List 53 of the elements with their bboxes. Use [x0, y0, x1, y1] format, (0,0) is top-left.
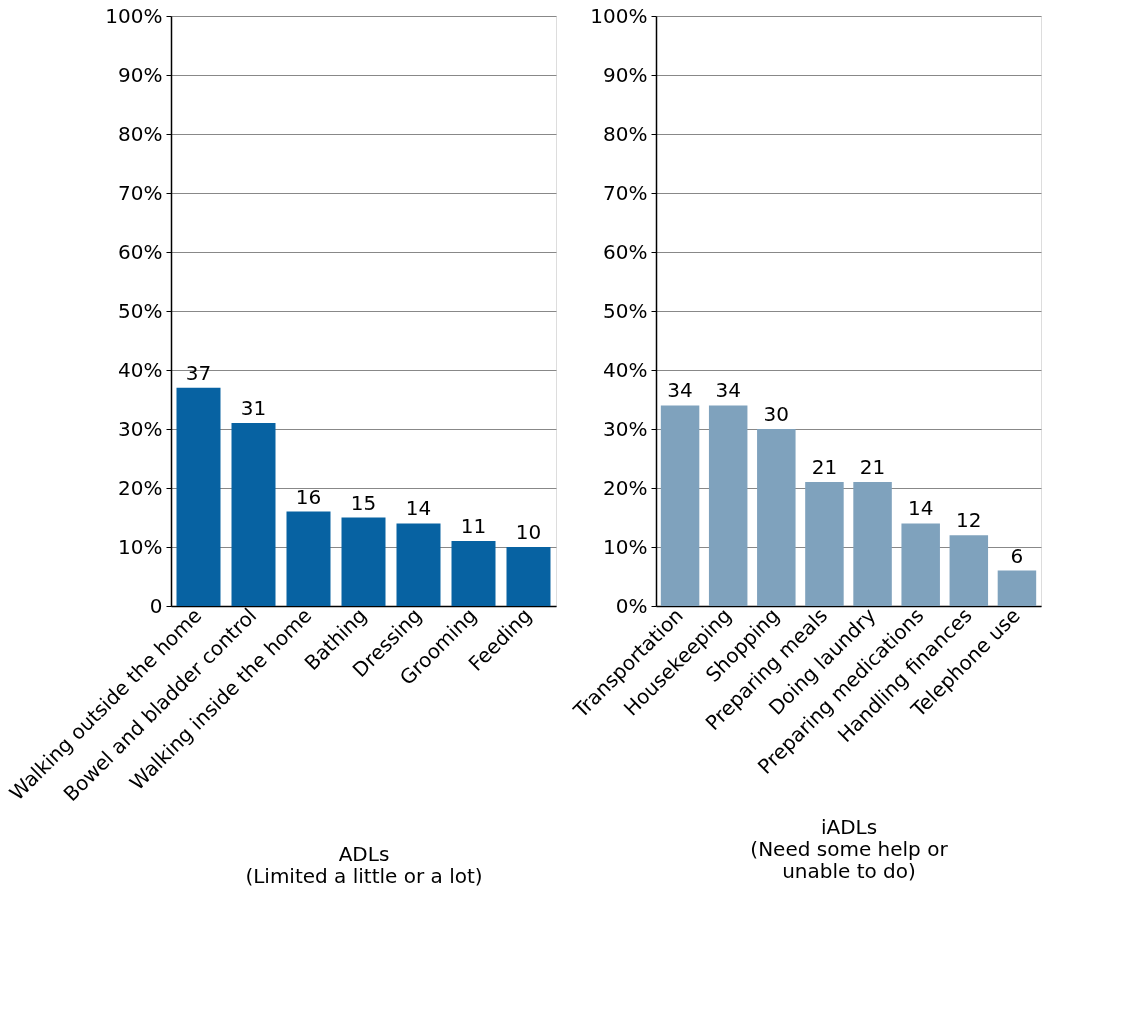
data-label: 14 [405, 496, 432, 521]
data-label: 6 [1010, 543, 1024, 568]
y-tick-label: 70% [118, 180, 163, 205]
bar [853, 482, 892, 606]
y-tick-label: 10% [118, 534, 163, 559]
data-label: 21 [811, 455, 838, 480]
data-label: 15 [350, 490, 377, 515]
bar [660, 405, 700, 606]
bar [396, 523, 441, 606]
y-tick-label: 40% [118, 357, 163, 382]
data-label: 30 [763, 402, 790, 426]
y-tick-label: 80% [603, 121, 648, 146]
bar [805, 482, 844, 606]
bar [949, 535, 989, 606]
bar [757, 429, 796, 606]
y-tick-label: 10% [603, 534, 648, 559]
data-label: 21 [859, 455, 886, 480]
x-axis-title: iADLs (Need some help or unable to do) [750, 815, 949, 884]
bar [286, 511, 331, 606]
data-label: 31 [240, 396, 267, 421]
bar [901, 523, 940, 606]
y-tick-label: 50% [603, 298, 648, 323]
data-label: 10 [515, 520, 542, 544]
data-label: 12 [956, 508, 982, 533]
bar [708, 405, 748, 606]
bar [997, 570, 1037, 606]
y-tick-label: 20% [118, 475, 163, 500]
y-tick-label: 30% [603, 416, 648, 441]
data-label: 16 [295, 484, 322, 509]
bar [451, 541, 496, 606]
data-label: 11 [460, 514, 487, 539]
bar [231, 423, 276, 606]
data-label: 34 [715, 378, 741, 403]
data-label: 37 [185, 360, 212, 385]
y-tick-label: 90% [603, 62, 648, 87]
y-tick-label: 20% [603, 475, 648, 500]
y-tick-label: 50% [118, 298, 163, 323]
y-tick-label: 60% [118, 239, 163, 264]
data-label: 14 [907, 496, 934, 521]
x-axis-title: ADLs (Limited a little or a lot) [245, 842, 483, 889]
bar [176, 387, 221, 606]
y-tick-label: 100% [105, 3, 163, 28]
y-tick-label: 0 [149, 593, 163, 618]
y-tick-label: 100% [590, 3, 648, 28]
bar [506, 547, 551, 606]
bar [341, 517, 386, 606]
y-tick-label: 80% [118, 121, 163, 146]
y-tick-label: 70% [603, 180, 648, 205]
y-tick-label: 30% [118, 416, 163, 441]
data-label: 34 [667, 378, 693, 403]
y-tick-label: 90% [118, 62, 163, 87]
y-tick-label: 60% [603, 239, 648, 264]
y-tick-label: 40% [603, 357, 648, 382]
